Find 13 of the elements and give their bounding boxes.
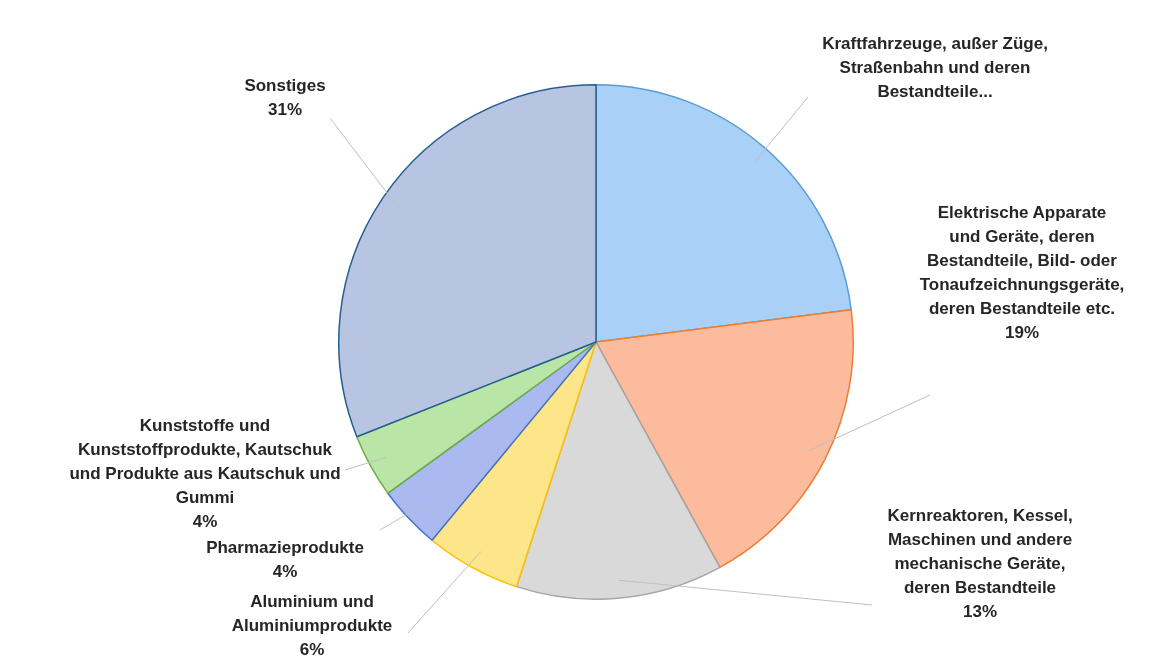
data-label: 4% <box>192 512 218 532</box>
slice-label: Pharmazieprodukte <box>206 538 364 558</box>
slice-label: Kraftfahrzeuge, außer Züge, Straßenbahn und deren Bestandteile... <box>822 34 1048 102</box>
data-label: 4% <box>272 562 298 582</box>
slice-label: Elektrische Apparate und Geräte, deren Bestandteile, Bild- oder Tonaufzeichnungsgeräte, deren Bestandteile etc. <box>919 203 1125 319</box>
data-label: 19% <box>1004 323 1040 343</box>
data-label: 31% <box>267 100 303 120</box>
data-label: 13% <box>962 602 998 622</box>
slice-label: Kernreaktoren, Kessel, Maschinen und andere mechanische Geräte, deren Bestandteile <box>887 506 1073 598</box>
data-label: 6% <box>299 640 325 660</box>
slice-label: Kunststoffe und Kunststoffprodukte, Kautschuk und Produkte aus Kautschuk und Gummi <box>69 416 341 508</box>
slice-label: Aluminium und Aluminiumprodukte <box>231 592 393 636</box>
slice-label: Sonstiges <box>244 76 326 96</box>
